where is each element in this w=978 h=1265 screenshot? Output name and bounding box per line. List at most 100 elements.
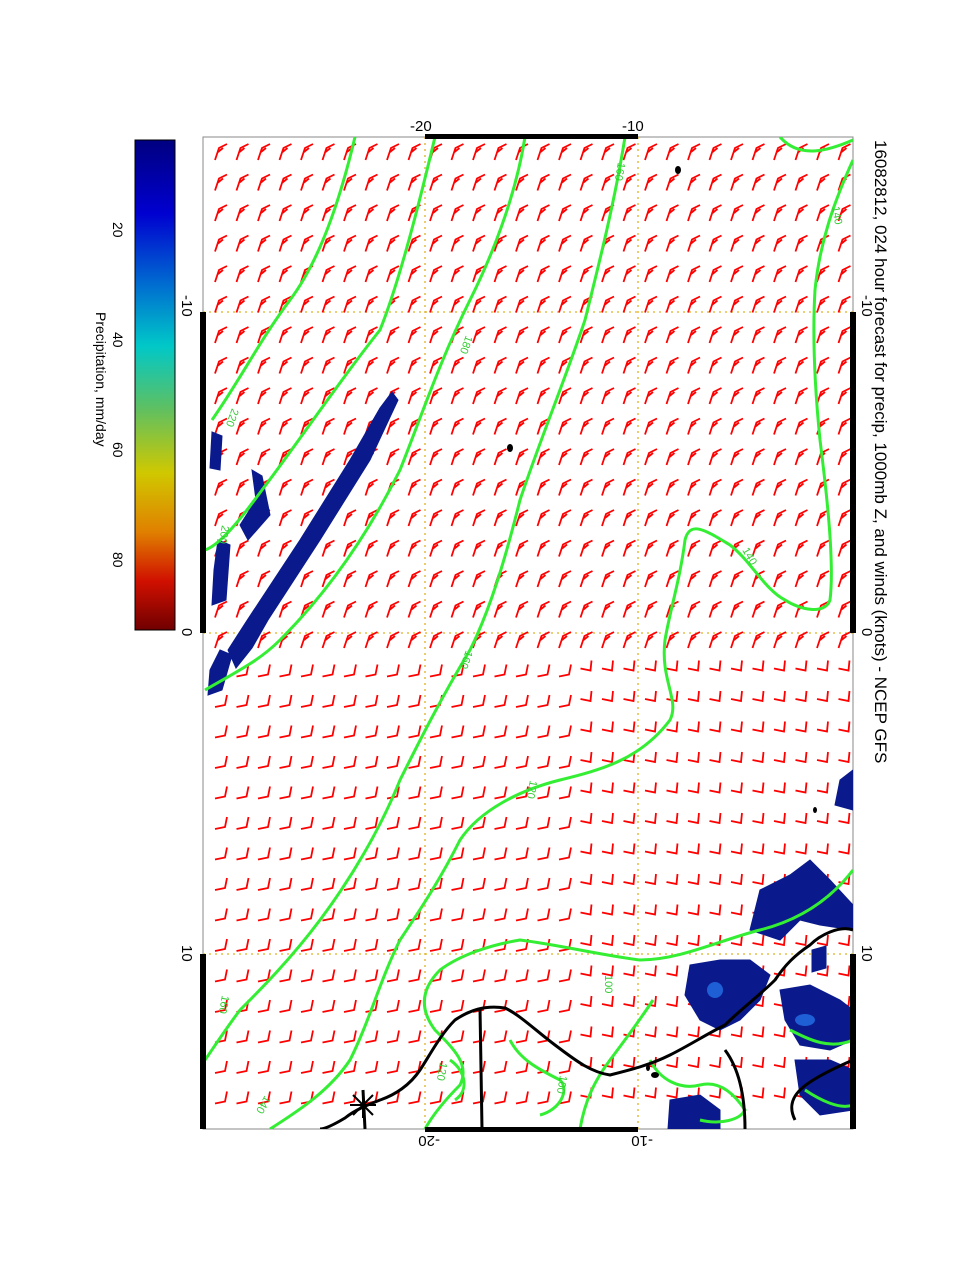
wind-barb bbox=[752, 751, 765, 764]
wind-barb bbox=[601, 417, 615, 435]
wind-barb bbox=[429, 664, 443, 678]
wind-barb bbox=[451, 755, 465, 769]
wind-barb bbox=[537, 725, 551, 739]
wind-barb bbox=[236, 664, 250, 678]
wind-barb bbox=[257, 664, 271, 678]
wind-barb bbox=[343, 1091, 357, 1105]
wind-barb bbox=[666, 751, 679, 764]
wind-barb bbox=[386, 999, 400, 1013]
wind-barb bbox=[257, 539, 271, 557]
contour-small-1 bbox=[648, 1059, 747, 1124]
wind-barb bbox=[429, 478, 443, 496]
wind-barb bbox=[537, 877, 551, 891]
wind-barb bbox=[429, 786, 443, 800]
contour-label-120-b: 120 bbox=[434, 1061, 449, 1081]
wind-barb bbox=[751, 326, 765, 344]
contour-east bbox=[789, 1028, 853, 1108]
wind-barb bbox=[365, 908, 379, 922]
wind-barb bbox=[601, 356, 615, 374]
wind-barb bbox=[558, 448, 572, 466]
wind-barb bbox=[515, 999, 529, 1013]
wind-barb bbox=[515, 295, 529, 313]
wind-barb bbox=[795, 934, 808, 947]
wind-barb bbox=[536, 265, 550, 283]
wind-barb bbox=[666, 995, 679, 1008]
wind-barb bbox=[429, 969, 443, 983]
wind-barb bbox=[558, 1030, 572, 1044]
wind-barb bbox=[622, 387, 636, 405]
precip-highlights bbox=[707, 982, 815, 1026]
wind-barb bbox=[450, 204, 464, 222]
wind-barb bbox=[623, 995, 636, 1008]
wind-barb bbox=[408, 755, 422, 769]
wind-barb bbox=[558, 877, 572, 891]
wind-barb bbox=[386, 234, 400, 252]
wind-barb bbox=[451, 877, 465, 891]
wind-barbs bbox=[214, 143, 851, 1105]
wind-barb bbox=[515, 448, 529, 466]
wind-barb bbox=[472, 1030, 486, 1044]
wind-barb bbox=[558, 295, 572, 313]
wind-barb bbox=[730, 478, 744, 496]
wind-barb bbox=[579, 143, 593, 161]
wind-barb bbox=[580, 751, 593, 764]
top-tick-minus10: -10 bbox=[622, 118, 644, 135]
wind-barb bbox=[622, 509, 636, 527]
wind-barb bbox=[644, 751, 657, 764]
wind-barb bbox=[709, 843, 722, 855]
wind-barb bbox=[687, 934, 700, 947]
wind-barb bbox=[386, 969, 400, 983]
wind-barb bbox=[472, 999, 486, 1013]
wind-barb bbox=[386, 356, 400, 374]
wind-barb bbox=[537, 786, 551, 800]
wind-barb bbox=[751, 600, 765, 618]
wind-barb bbox=[235, 356, 249, 374]
wind-barb bbox=[343, 938, 357, 952]
wind-barb bbox=[730, 631, 744, 649]
wind-barb bbox=[214, 143, 228, 161]
wind-barb bbox=[279, 725, 293, 739]
wind-barb bbox=[429, 600, 443, 618]
wind-barb bbox=[601, 600, 615, 618]
wind-barb bbox=[257, 694, 271, 708]
wind-barb bbox=[687, 143, 701, 161]
wind-barb bbox=[472, 265, 486, 283]
wind-barb bbox=[429, 631, 443, 649]
wind-barb bbox=[322, 816, 336, 830]
wind-barb bbox=[343, 877, 357, 891]
wind-barb bbox=[235, 417, 249, 435]
wind-barb bbox=[558, 631, 572, 649]
wind-barb bbox=[279, 847, 293, 861]
wind-barb bbox=[236, 1060, 250, 1074]
wind-barb bbox=[300, 938, 314, 952]
wind-barb bbox=[493, 478, 507, 496]
wind-barb bbox=[214, 295, 228, 313]
wind-barb bbox=[709, 873, 722, 886]
wind-barb bbox=[257, 448, 271, 466]
wind-barb bbox=[730, 1026, 743, 1038]
wind-barb bbox=[321, 478, 335, 496]
wind-barb bbox=[623, 904, 636, 916]
wind-barb bbox=[644, 1087, 657, 1099]
wind-barb bbox=[665, 234, 679, 252]
wind-barb bbox=[558, 755, 572, 769]
wind-barb bbox=[580, 995, 593, 1008]
wind-barb bbox=[322, 755, 336, 769]
wind-barb bbox=[279, 694, 293, 708]
wind-barb bbox=[257, 847, 271, 861]
wind-barb bbox=[558, 539, 572, 557]
wind-barb bbox=[773, 539, 787, 557]
wind-barb bbox=[494, 908, 508, 922]
wind-barb bbox=[365, 938, 379, 952]
wind-barb bbox=[665, 173, 679, 191]
wind-barb bbox=[429, 173, 443, 191]
left-tick-0: 0 bbox=[178, 628, 195, 636]
wind-barb bbox=[536, 570, 550, 588]
wind-barb bbox=[644, 690, 657, 703]
wind-barb bbox=[838, 690, 851, 703]
wind-barb bbox=[730, 904, 743, 916]
wind-barb bbox=[730, 326, 744, 344]
wind-barb bbox=[708, 265, 722, 283]
wind-barb bbox=[773, 234, 787, 252]
wind-barb bbox=[644, 660, 657, 672]
